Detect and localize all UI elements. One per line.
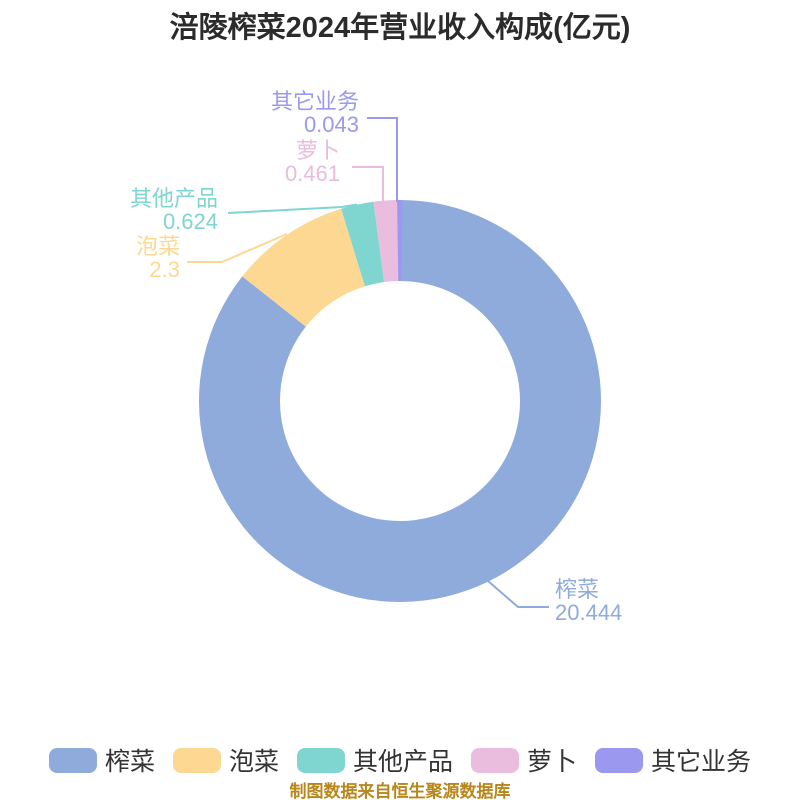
callout-value: 0.043 [303, 112, 359, 137]
legend-label-other-products: 其他产品 [352, 748, 453, 776]
legend-swatch-paocai [172, 747, 221, 773]
leader-line-other-business [367, 117, 398, 202]
callout-value: 0.461 [284, 161, 340, 186]
pie-slice-zhacai[interactable] [198, 200, 601, 602]
legend-item-paocai[interactable]: 泡菜 [172, 742, 279, 778]
callout-name: 其它业务 [270, 89, 359, 114]
legend-label-luobo: 萝卜 [527, 748, 578, 776]
chart-title: 涪陵榨菜2024年营业收入构成(亿元) [169, 12, 631, 44]
callout-name: 萝卜 [295, 138, 340, 163]
pie-slice-other-business[interactable] [397, 199, 403, 282]
callout-name: 其他产品 [129, 186, 218, 211]
legend: 榨菜 泡菜 其他产品 萝卜 其它业务 [0, 742, 800, 778]
callout-other-business: 其它业务 0.043 [271, 90, 359, 136]
leader-line-other-products [227, 203, 358, 214]
callout-name: 榨菜 [555, 577, 600, 602]
legend-item-other-business[interactable]: 其它业务 [595, 742, 751, 778]
legend-swatch-other-business [595, 747, 644, 773]
callout-other-products: 其他产品 0.624 [130, 187, 218, 233]
legend-label-other-business: 其它业务 [651, 748, 752, 776]
pie-slices [198, 199, 601, 602]
legend-item-luobo[interactable]: 萝卜 [471, 742, 577, 778]
callout-value: 2.3 [149, 257, 180, 282]
data-source-note: 制图数据来自恒生聚源数据库 [289, 782, 511, 800]
legend-item-zhacai[interactable]: 榨菜 [48, 742, 155, 778]
leader-lines [187, 117, 549, 608]
legend-swatch-other-products [296, 747, 345, 773]
callout-name: 泡菜 [135, 234, 180, 259]
callout-value: 0.624 [162, 209, 218, 234]
callout-luobo: 萝卜 0.461 [285, 139, 340, 185]
leader-line-paocai [187, 233, 288, 263]
pie-slice-paocai[interactable] [242, 208, 365, 327]
leader-line-zhacai [487, 580, 549, 608]
pie-slice-luobo[interactable] [373, 200, 399, 283]
callout-value: 20.444 [555, 600, 623, 625]
leader-line-luobo [352, 166, 384, 201]
legend-label-zhacai: 榨菜 [104, 748, 155, 776]
legend-swatch-zhacai [48, 747, 97, 773]
pie-slice-other-products[interactable] [341, 201, 385, 287]
legend-label-paocai: 泡菜 [228, 748, 279, 776]
legend-item-other-products[interactable]: 其他产品 [296, 742, 453, 778]
legend-swatch-luobo [471, 747, 519, 773]
callout-zhacai: 榨菜 20.444 [555, 578, 622, 624]
callout-paocai: 泡菜 2.3 [136, 235, 180, 281]
